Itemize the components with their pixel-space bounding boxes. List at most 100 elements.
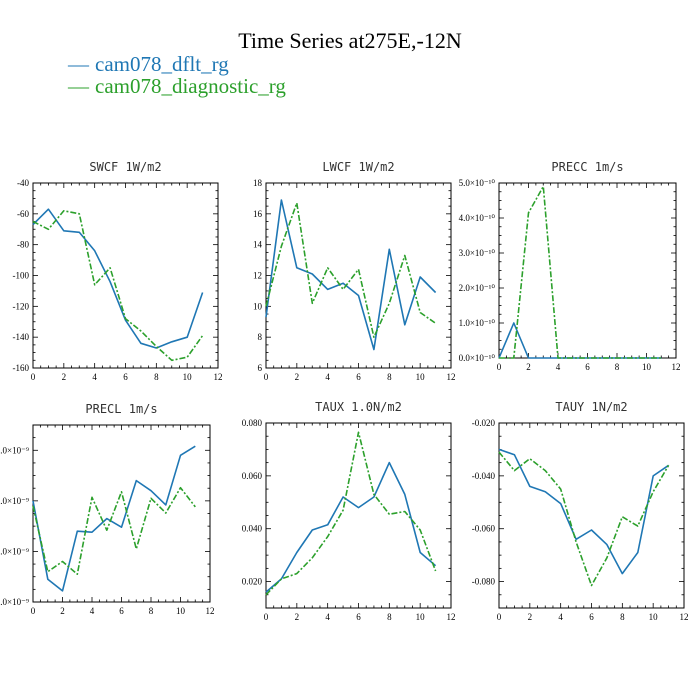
panel-title: PRECC 1m/s — [551, 160, 623, 174]
panel-title: LWCF 1W/m2 — [322, 160, 394, 174]
x-tick-label: 0 — [31, 372, 36, 382]
panel-title: TAUY 1N/m2 — [555, 400, 627, 414]
x-tick-label: 12 — [672, 362, 681, 372]
x-tick-label: 12 — [206, 606, 215, 616]
y-tick-label: -0.060 — [472, 524, 496, 534]
legend-label-diagnostic: cam078_diagnostic_rg — [95, 74, 286, 98]
x-tick-label: 2 — [62, 372, 67, 382]
x-tick-label: 6 — [356, 612, 361, 622]
y-tick-label: 10 — [253, 301, 263, 311]
series-line-dflt — [498, 322, 662, 359]
y-tick-label: 14 — [253, 240, 263, 250]
y-tick-label: 0.080 — [242, 418, 263, 428]
series-line-diagnostic — [32, 210, 204, 362]
x-tick-label: 8 — [387, 372, 392, 382]
panel-precl: PRECL 1m/s 0 2 4 6 8 10 12 .0×10⁻⁹ .0×10⁻⁹ .0×10⁻⁹… — [0, 402, 214, 616]
y-tick-label: .0×10⁻⁹ — [0, 445, 29, 455]
series-line-dflt — [265, 199, 437, 351]
series-line-diagnostic — [32, 486, 196, 576]
y-tick-label: 0.060 — [242, 471, 263, 481]
panel-title: PRECL 1m/s — [85, 402, 157, 416]
series-line-dflt — [32, 445, 196, 592]
x-tick-label: 4 — [325, 372, 330, 382]
series-line-diagnostic — [498, 451, 670, 587]
plot-frame — [32, 182, 219, 369]
x-tick-label: 2 — [295, 612, 300, 622]
x-tick-label: 2 — [526, 362, 531, 372]
x-tick-label: 6 — [123, 372, 128, 382]
plot-frame — [32, 424, 211, 603]
series-line-dflt — [498, 448, 670, 575]
panel-title: SWCF 1W/m2 — [89, 160, 161, 174]
legend-line-marker: — — [68, 74, 89, 98]
x-tick-label: 8 — [615, 362, 620, 372]
x-tick-label: 2 — [528, 612, 533, 622]
panel-taux: TAUX 1.0N/m2 0 2 4 6 8 10 12 0.020 0.040 0.060 0.08… — [242, 400, 456, 622]
y-tick-label: 6 — [258, 363, 263, 373]
y-tick-label: 0.040 — [242, 524, 263, 534]
y-tick-label: -160 — [13, 363, 30, 373]
legend-item-diagnostic: — cam078_diagnostic_rg — [68, 74, 286, 99]
x-tick-label: 10 — [649, 612, 659, 622]
y-tick-label: 1.0×10⁻¹⁰ — [459, 318, 496, 328]
plot-frame — [498, 182, 677, 359]
x-tick-label: 6 — [356, 372, 361, 382]
y-tick-label: -140 — [13, 332, 30, 342]
x-tick-label: 2 — [60, 606, 65, 616]
panel-tauy: TAUY 1N/m2 0 2 4 6 8 10 12 -0.080 -0.060 -0.040 -0.… — [472, 400, 689, 622]
y-tick-label: -60 — [17, 209, 29, 219]
x-tick-label: 6 — [119, 606, 124, 616]
y-tick-label: -0.080 — [472, 577, 496, 587]
y-tick-label: 12 — [253, 271, 262, 281]
x-tick-label: 8 — [149, 606, 154, 616]
y-tick-label: .0×10⁻⁹ — [0, 546, 29, 556]
series-line-diagnostic — [265, 431, 437, 596]
panel-lwcf: LWCF 1W/m2 0 2 4 6 8 10 12 6 8 10 12 14 16 18 — [253, 160, 456, 382]
panel-swcf: SWCF 1W/m2 0 2 4 6 8 10 12 -160 -140 -120 -100 -80 -6… — [13, 160, 223, 382]
y-tick-label: 5.0×10⁻¹⁰ — [459, 178, 496, 188]
y-tick-label: 16 — [253, 209, 263, 219]
y-tick-label: 2.0×10⁻¹⁰ — [459, 283, 496, 293]
x-tick-label: 12 — [447, 612, 456, 622]
plot-frame — [265, 422, 452, 609]
legend-line-marker: — — [68, 52, 89, 76]
panel-title: TAUX 1.0N/m2 — [315, 400, 402, 414]
y-tick-label: -0.020 — [472, 418, 496, 428]
y-tick-label: 3.0×10⁻¹⁰ — [459, 248, 496, 258]
series-line-diagnostic — [265, 202, 437, 339]
y-tick-label: .0×10⁻⁹ — [0, 597, 29, 607]
y-tick-label: -40 — [17, 178, 29, 188]
y-tick-label: 4.0×10⁻¹⁰ — [459, 213, 496, 223]
legend-item-dflt: — cam078_dflt_rg — [68, 52, 229, 77]
x-tick-label: 6 — [585, 362, 590, 372]
x-tick-label: 4 — [556, 362, 561, 372]
series-line-dflt — [265, 461, 437, 593]
y-tick-label: 0.020 — [242, 577, 263, 587]
x-tick-label: 10 — [176, 606, 186, 616]
y-tick-label: -80 — [17, 240, 29, 250]
x-tick-label: 0 — [497, 362, 502, 372]
x-tick-label: 12 — [214, 372, 223, 382]
x-tick-label: 10 — [416, 372, 426, 382]
x-tick-label: 8 — [387, 612, 392, 622]
y-tick-label: .0×10⁻⁹ — [0, 496, 29, 506]
y-tick-label: 8 — [258, 332, 263, 342]
y-tick-label: -0.040 — [472, 471, 496, 481]
y-tick-label: 0.0×10⁻¹⁰ — [459, 353, 496, 363]
x-tick-label: 0 — [264, 612, 269, 622]
x-tick-label: 10 — [642, 362, 652, 372]
x-tick-label: 10 — [183, 372, 193, 382]
x-tick-label: 12 — [447, 372, 456, 382]
x-tick-label: 8 — [154, 372, 159, 382]
chart-main-title: Time Series at275E,-12N — [238, 28, 462, 53]
y-tick-label: -120 — [13, 301, 30, 311]
x-tick-label: 8 — [620, 612, 625, 622]
x-tick-label: 4 — [325, 612, 330, 622]
y-tick-label: 18 — [253, 178, 263, 188]
x-tick-label: 0 — [31, 606, 36, 616]
series-line-diagnostic — [499, 185, 662, 359]
x-tick-label: 0 — [264, 372, 269, 382]
legend-label-dflt: cam078_dflt_rg — [95, 52, 229, 76]
y-tick-label: -100 — [13, 271, 30, 281]
